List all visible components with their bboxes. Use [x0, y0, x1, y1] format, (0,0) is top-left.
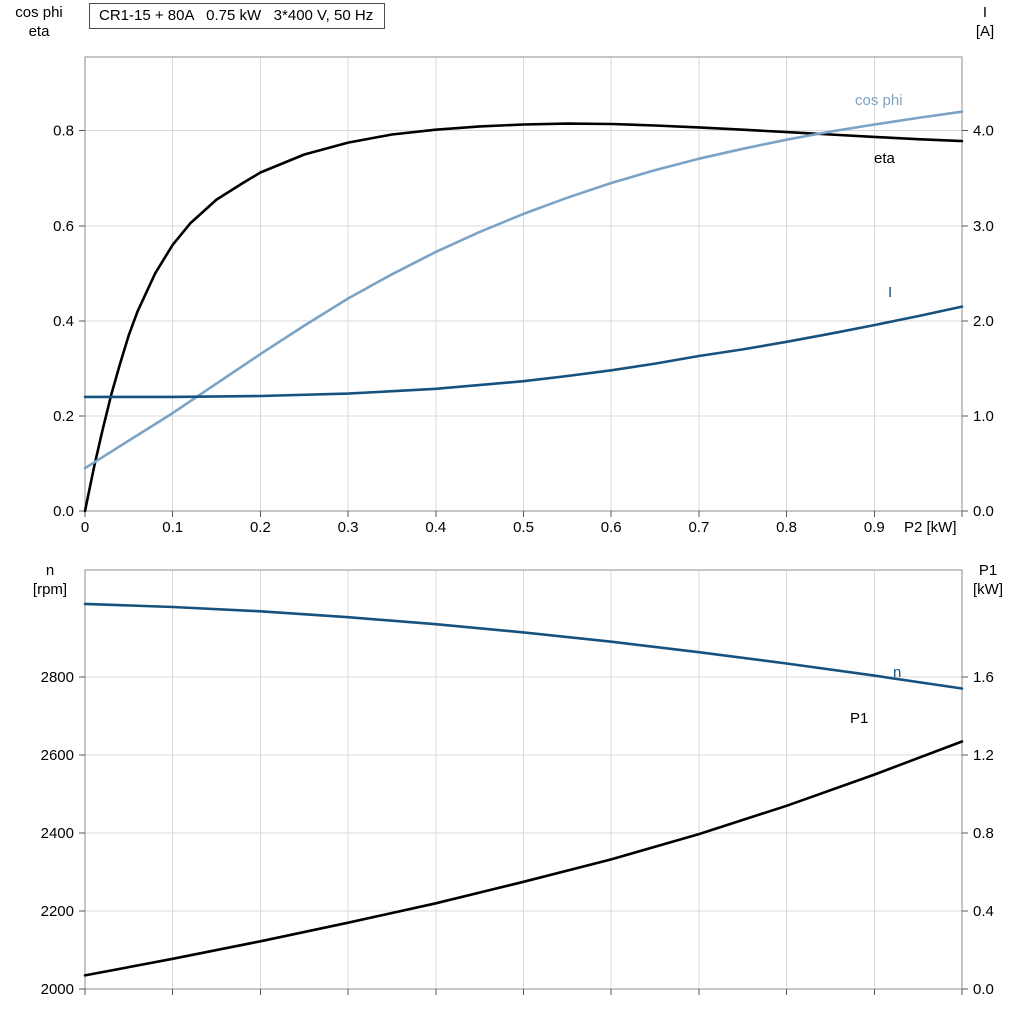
chart-title: CR1-15 + 80A 0.75 kW 3*400 V, 50 Hz	[89, 3, 386, 29]
svg-text:0.7: 0.7	[688, 519, 709, 536]
bottom-left-axis-title-line2: [rpm]	[32, 581, 68, 598]
curve-label-current: I	[888, 284, 893, 301]
svg-text:2600: 2600	[41, 747, 74, 764]
top-left-axis-title-line1: cos phi	[15, 4, 63, 21]
curve-label-eta: eta	[874, 150, 895, 167]
svg-text:0.5: 0.5	[513, 519, 534, 536]
svg-text:2200: 2200	[41, 903, 74, 920]
curve-label-speed: n	[893, 664, 902, 681]
svg-text:0.8: 0.8	[53, 123, 74, 140]
bottom-right-axis-title: P1 [kW]	[960, 561, 1016, 599]
svg-text:0.3: 0.3	[338, 519, 359, 536]
svg-text:0.8: 0.8	[973, 825, 994, 842]
svg-text:1.6: 1.6	[973, 669, 994, 686]
svg-text:0.4: 0.4	[53, 313, 74, 330]
svg-text:2.0: 2.0	[973, 313, 994, 330]
svg-text:1.2: 1.2	[973, 747, 994, 764]
svg-text:0.2: 0.2	[250, 519, 271, 536]
curve-label-p1: P1	[850, 710, 869, 727]
bottom-left-axis-title: n [rpm]	[16, 561, 84, 599]
bottom-right-axis-title-line1: P1	[978, 562, 998, 579]
svg-text:0.8: 0.8	[776, 519, 797, 536]
svg-text:3.0: 3.0	[973, 218, 994, 235]
svg-text:0.6: 0.6	[53, 218, 74, 235]
bottom-left-axis-title-line1: n	[45, 562, 55, 579]
top-left-axis-title-line2: eta	[28, 23, 50, 40]
svg-text:0.6: 0.6	[601, 519, 622, 536]
svg-text:0.1: 0.1	[162, 519, 183, 536]
x-axis-label-p2: P2 [kW]	[904, 519, 957, 536]
svg-text:2000: 2000	[41, 981, 74, 998]
bottom-right-axis-title-line2: [kW]	[973, 581, 1003, 598]
svg-text:0.4: 0.4	[973, 903, 994, 920]
svg-text:1.0: 1.0	[973, 408, 994, 425]
curve-label-cos-phi: cos phi	[855, 92, 903, 109]
svg-text:0.0: 0.0	[973, 503, 994, 520]
svg-text:4.0: 4.0	[973, 123, 994, 140]
top-right-axis-title-line1: I	[982, 4, 988, 21]
svg-text:0.0: 0.0	[973, 981, 994, 998]
svg-text:0.0: 0.0	[53, 503, 74, 520]
svg-text:2400: 2400	[41, 825, 74, 842]
svg-text:0: 0	[81, 519, 89, 536]
svg-text:0.9: 0.9	[864, 519, 885, 536]
top-right-axis-title-line2: [A]	[975, 23, 995, 40]
top-left-axis-title: cos phi eta	[4, 3, 74, 41]
top-right-axis-title: I [A]	[960, 3, 1010, 41]
svg-text:2800: 2800	[41, 669, 74, 686]
svg-text:0.2: 0.2	[53, 408, 74, 425]
svg-text:0.4: 0.4	[425, 519, 446, 536]
